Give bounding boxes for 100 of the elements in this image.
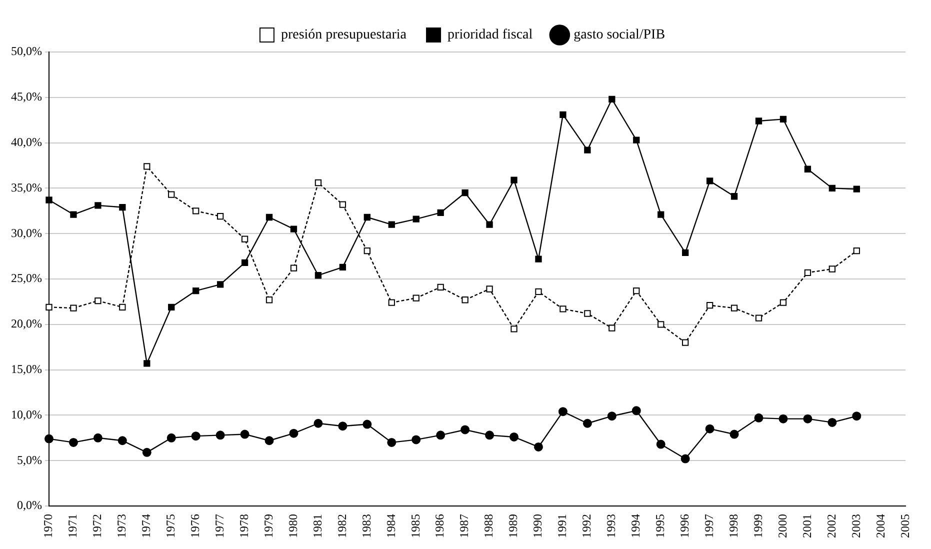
point — [658, 211, 664, 218]
x-tick-label: 1990 — [530, 514, 545, 538]
point — [486, 221, 493, 228]
point — [70, 304, 77, 312]
point — [582, 418, 592, 428]
point — [560, 111, 566, 118]
point — [730, 430, 739, 439]
point — [778, 414, 788, 424]
y-tick-label: 0,0% — [16, 498, 42, 512]
x-tick-label: 1996 — [677, 514, 692, 538]
point — [682, 249, 689, 256]
point — [241, 236, 248, 242]
point — [264, 436, 274, 446]
point — [510, 432, 519, 442]
point — [730, 304, 738, 312]
point — [241, 259, 248, 266]
point — [754, 413, 764, 422]
point — [144, 163, 150, 170]
y-tick-label: 20,0% — [10, 316, 42, 331]
point — [437, 284, 444, 290]
x-tick-label: 1985 — [408, 514, 422, 538]
point — [485, 430, 494, 440]
x-tick-label: 1976 — [188, 514, 202, 538]
point — [93, 433, 102, 442]
point — [118, 436, 127, 446]
point — [462, 189, 468, 196]
point — [46, 196, 52, 204]
point — [607, 412, 616, 421]
point — [608, 324, 616, 332]
x-tick-label: 1987 — [457, 514, 472, 538]
point — [216, 213, 224, 220]
y-tick-label: 40,0% — [10, 134, 42, 149]
point — [730, 193, 738, 200]
point — [584, 310, 591, 317]
x-tick-label: 1973 — [114, 514, 129, 538]
point — [339, 264, 346, 271]
y-tick-label: 35,0% — [10, 180, 42, 194]
x-tick-label: 2000 — [775, 514, 790, 538]
point — [68, 438, 78, 447]
point — [290, 226, 298, 232]
point — [364, 248, 370, 254]
point — [803, 414, 812, 424]
point — [94, 297, 102, 304]
point — [486, 286, 493, 292]
point — [437, 209, 444, 216]
point — [852, 412, 862, 421]
x-tick-label: 1979 — [261, 514, 276, 538]
y-tick-label: 25,0% — [10, 271, 42, 286]
point — [144, 360, 150, 367]
x-tick-label: 1995 — [653, 514, 668, 538]
x-tick-label: 1997 — [702, 514, 716, 538]
point — [119, 304, 126, 310]
point — [216, 281, 224, 288]
point — [168, 304, 175, 310]
x-tick-label: 1974 — [139, 514, 154, 538]
point — [240, 430, 250, 439]
point — [510, 176, 518, 184]
x-tick-label: 2003 — [848, 514, 863, 538]
x-tick-label: 2002 — [824, 514, 838, 538]
x-tick-label: 1977 — [212, 514, 226, 538]
x-tick-label: 1978 — [236, 514, 251, 538]
legend-label: gasto social/PIB — [574, 28, 666, 43]
x-tick-label: 1980 — [286, 514, 300, 538]
point — [412, 216, 420, 222]
point — [266, 214, 273, 221]
x-tick-label: 2005 — [898, 514, 912, 538]
point — [266, 296, 273, 304]
point — [412, 294, 420, 302]
y-tick-label: 50,0% — [10, 44, 42, 58]
point — [828, 266, 836, 272]
point — [706, 178, 714, 184]
point — [192, 208, 200, 214]
point — [168, 191, 175, 198]
y-tick-label: 5,0% — [16, 452, 42, 467]
point — [535, 256, 542, 262]
point — [192, 287, 200, 294]
point — [119, 204, 126, 211]
point — [780, 299, 787, 306]
point — [166, 433, 176, 442]
y-tick-label: 15,0% — [10, 362, 42, 376]
legend-label: prioridad fiscal — [448, 28, 533, 43]
point — [70, 211, 77, 218]
x-tick-label: 1975 — [164, 514, 178, 538]
point — [44, 434, 54, 444]
point — [633, 287, 640, 294]
point — [94, 202, 102, 209]
x-tick-label: 1982 — [334, 514, 349, 538]
point — [462, 296, 468, 304]
x-tick-label: 1988 — [482, 514, 496, 538]
point — [289, 428, 298, 438]
x-tick-label: 2004 — [873, 514, 888, 538]
point — [436, 430, 446, 440]
point — [755, 118, 762, 124]
point — [780, 116, 787, 123]
point — [142, 448, 152, 457]
point — [608, 96, 616, 103]
point — [387, 438, 396, 447]
x-tick-label: 1994 — [628, 514, 643, 538]
point — [290, 264, 298, 272]
point — [314, 418, 323, 428]
